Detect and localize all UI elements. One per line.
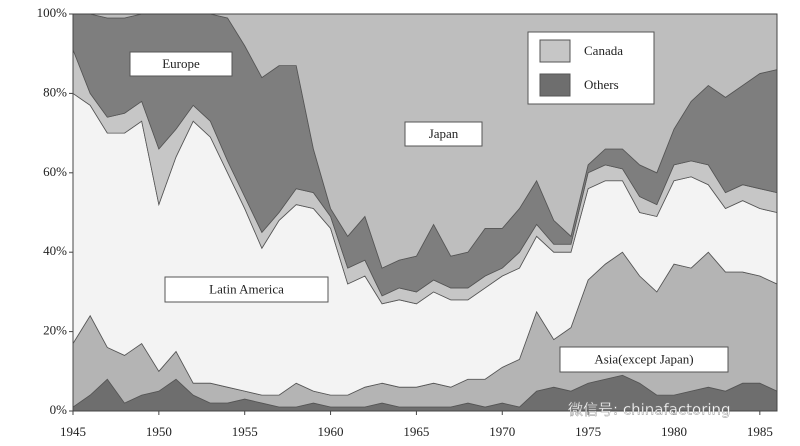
legend-label: Others	[584, 77, 619, 92]
x-tick-label: 1960	[318, 424, 344, 439]
area-label: Europe	[162, 56, 200, 71]
y-tick-label: 100%	[37, 5, 68, 20]
area-label: Latin America	[209, 281, 284, 296]
label-box	[129, 51, 233, 77]
x-tick-label: 1950	[146, 424, 172, 439]
label-box	[559, 346, 729, 373]
y-tick-label: 60%	[43, 164, 67, 179]
legend-label: Canada	[584, 43, 623, 58]
x-tick-label: 1955	[232, 424, 258, 439]
x-tick-label: 1970	[489, 424, 515, 439]
y-tick-label: 0%	[50, 402, 68, 417]
x-tick-label: 1980	[661, 424, 687, 439]
y-tick-label: 80%	[43, 84, 67, 99]
x-tick-label: 1975	[575, 424, 601, 439]
label-box	[164, 276, 329, 303]
x-tick-label: 1965	[403, 424, 429, 439]
x-tick-label: 1945	[60, 424, 86, 439]
watermark: 微信号: chinafactoring	[568, 401, 731, 419]
y-tick-label: 40%	[43, 243, 67, 258]
legend-swatch	[539, 39, 571, 63]
legend-swatch	[539, 73, 571, 97]
plot-frame	[72, 13, 778, 412]
y-tick-label: 20%	[43, 323, 67, 338]
label-box	[404, 121, 483, 147]
area-label: Asia(except Japan)	[594, 351, 693, 366]
area-label: Japan	[429, 126, 459, 141]
x-tick-label: 1985	[747, 424, 773, 439]
